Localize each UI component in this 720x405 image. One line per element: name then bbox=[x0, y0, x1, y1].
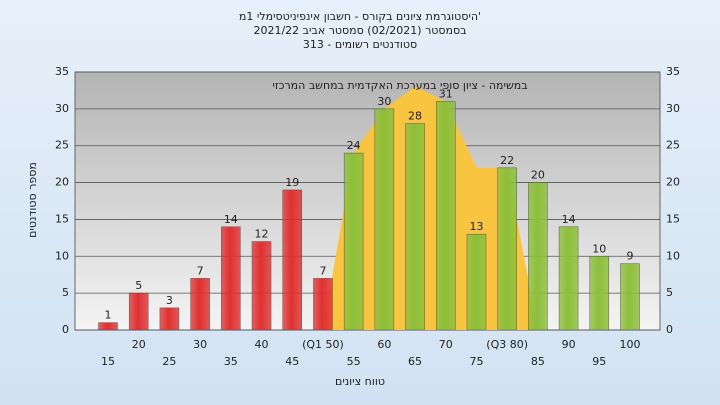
x-tick-label: 95 bbox=[592, 355, 606, 368]
bar bbox=[343, 152, 364, 331]
y2-tick-label: 15 bbox=[666, 212, 680, 225]
bar bbox=[159, 307, 180, 331]
value-label: 19 bbox=[285, 176, 299, 189]
x-tick-label: 25 bbox=[162, 355, 176, 368]
value-label: 5 bbox=[135, 279, 142, 292]
y-tick-label: 10 bbox=[55, 249, 69, 262]
value-label: 30 bbox=[377, 95, 391, 108]
bar bbox=[221, 226, 241, 331]
x-tick-label: 75 bbox=[469, 355, 483, 368]
x-tick-label: 45 bbox=[285, 355, 299, 368]
value-label: 10 bbox=[592, 242, 606, 255]
x-tick-label: 60 bbox=[377, 338, 391, 351]
bar bbox=[128, 292, 149, 331]
value-label: 1 bbox=[105, 309, 112, 322]
x-tick-label: 65 bbox=[408, 355, 422, 368]
value-label: 28 bbox=[408, 110, 422, 123]
x-tick-label: 55 bbox=[347, 355, 361, 368]
bar bbox=[589, 256, 610, 331]
value-label: 7 bbox=[197, 264, 204, 277]
y-axis-label: מספר סטודנטים bbox=[26, 162, 39, 238]
value-label: 22 bbox=[500, 154, 514, 167]
x-tick-label: 40 bbox=[255, 338, 269, 351]
y-tick-label: 35 bbox=[55, 65, 69, 78]
bar bbox=[620, 263, 640, 331]
y-tick-label: 25 bbox=[55, 139, 69, 152]
bar bbox=[251, 241, 272, 331]
y2-tick-label: 0 bbox=[666, 323, 673, 336]
subtitle: סטודנטים רשומים - 313 bbox=[303, 38, 417, 51]
bar bbox=[190, 278, 210, 331]
y2-tick-label: 20 bbox=[666, 176, 680, 189]
value-label: 9 bbox=[627, 250, 634, 263]
x-axis-label: טווח ציונים bbox=[335, 375, 385, 388]
value-label: 24 bbox=[347, 139, 361, 152]
bar bbox=[313, 278, 333, 331]
value-label: 3 bbox=[166, 294, 173, 307]
y-tick-label: 5 bbox=[62, 286, 69, 299]
bar bbox=[405, 123, 425, 331]
subtitle: בסמסטר (02/2021) סמסטר אביב 2021/22 bbox=[253, 24, 466, 37]
bar bbox=[497, 167, 517, 331]
chart-title: היסטוגרמת ציונים בקורס - חשבון אינפיניטס… bbox=[239, 10, 481, 23]
x-tick-label: 90 bbox=[562, 338, 576, 351]
y-tick-label: 30 bbox=[55, 102, 69, 115]
y2-tick-label: 25 bbox=[666, 139, 680, 152]
bar bbox=[558, 226, 579, 331]
bar bbox=[436, 101, 456, 331]
x-tick-label: 20 bbox=[132, 338, 146, 351]
y2-tick-label: 5 bbox=[666, 286, 673, 299]
bar bbox=[466, 233, 487, 331]
x-tick-label: 35 bbox=[224, 355, 238, 368]
bar bbox=[282, 189, 302, 331]
value-label: 7 bbox=[319, 264, 326, 277]
y-tick-label: 20 bbox=[55, 176, 69, 189]
x-tick-label: 15 bbox=[101, 355, 115, 368]
y-tick-label: 0 bbox=[62, 323, 69, 336]
x-tick-label: (Q3 80) bbox=[486, 338, 528, 351]
value-label: 14 bbox=[224, 213, 238, 226]
x-tick-label: 85 bbox=[531, 355, 545, 368]
x-tick-label: 100 bbox=[620, 338, 641, 351]
value-label: 14 bbox=[562, 213, 576, 226]
bar bbox=[98, 322, 118, 331]
y2-tick-label: 10 bbox=[666, 249, 680, 262]
value-label: 12 bbox=[255, 228, 269, 241]
x-tick-label: 70 bbox=[439, 338, 453, 351]
y-tick-label: 15 bbox=[55, 212, 69, 225]
bar bbox=[374, 108, 395, 331]
x-tick-label: (Q1 50) bbox=[302, 338, 344, 351]
annotation: במשימה - ציון סופי במערכת האקדמית במחשב … bbox=[272, 79, 527, 92]
x-tick-label: 30 bbox=[193, 338, 207, 351]
y2-tick-label: 35 bbox=[666, 65, 680, 78]
value-label: 20 bbox=[531, 169, 545, 182]
value-label: 13 bbox=[469, 220, 483, 233]
bar bbox=[528, 182, 548, 331]
value-label: 31 bbox=[439, 87, 453, 100]
y2-tick-label: 30 bbox=[666, 102, 680, 115]
